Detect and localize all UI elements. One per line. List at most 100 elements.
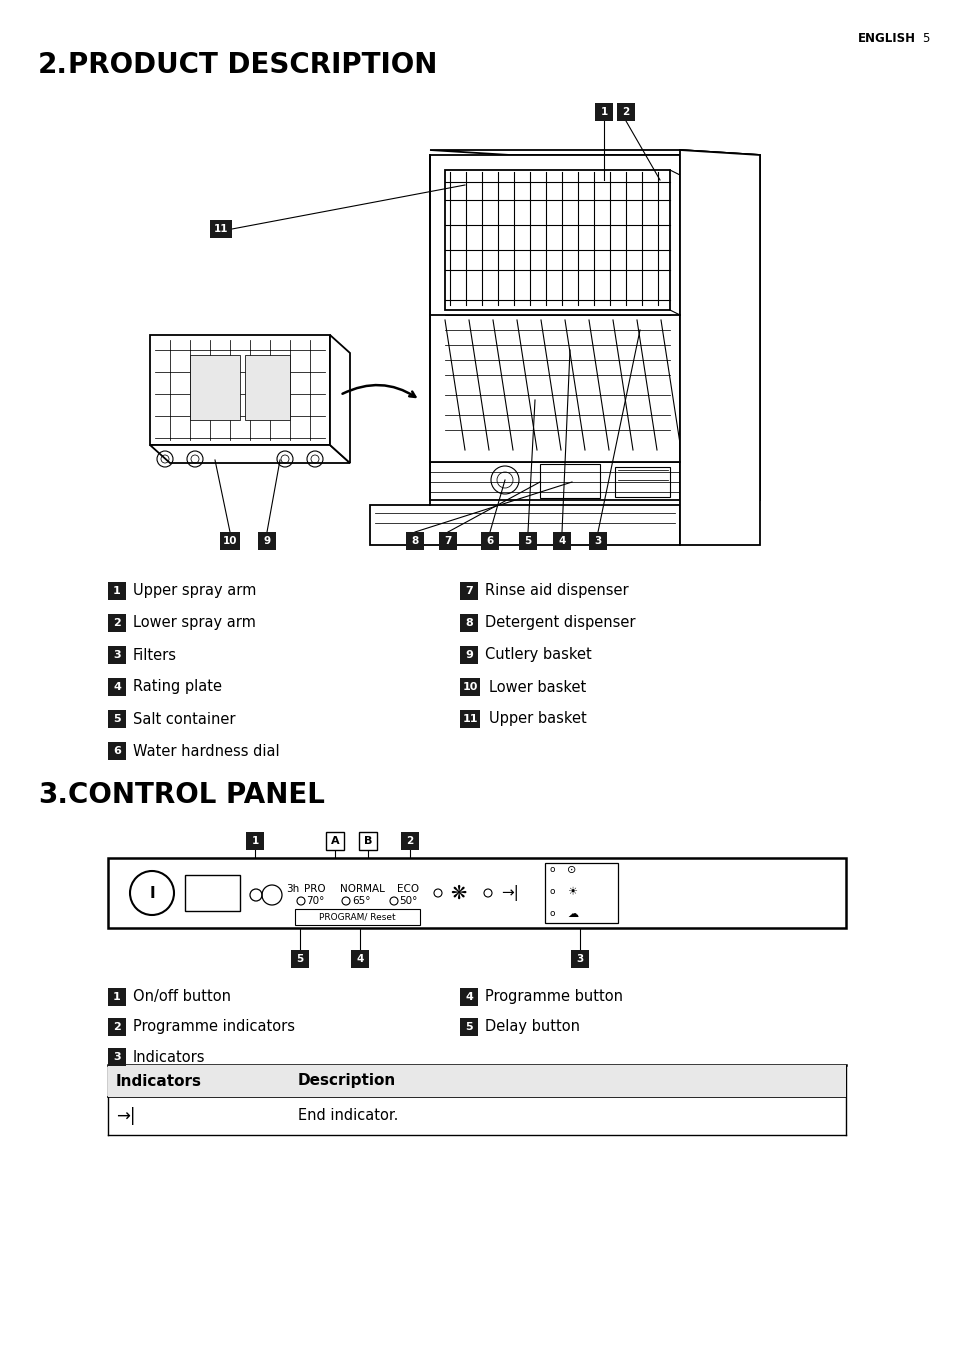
FancyBboxPatch shape — [617, 103, 635, 120]
Text: Lower spray arm: Lower spray arm — [132, 615, 255, 630]
Polygon shape — [190, 356, 240, 420]
Text: 65°: 65° — [353, 896, 371, 906]
FancyBboxPatch shape — [294, 909, 419, 925]
FancyBboxPatch shape — [108, 614, 126, 631]
Text: Indicators: Indicators — [116, 1073, 202, 1088]
FancyBboxPatch shape — [108, 988, 126, 1006]
FancyBboxPatch shape — [400, 831, 418, 850]
Text: Rating plate: Rating plate — [132, 680, 222, 695]
Text: 5: 5 — [524, 535, 531, 546]
Text: 11: 11 — [462, 714, 477, 725]
Text: Rinse aid dispenser: Rinse aid dispenser — [484, 584, 628, 599]
Text: 5: 5 — [922, 31, 929, 45]
Text: On/off button: On/off button — [132, 990, 231, 1005]
Text: CONTROL PANEL: CONTROL PANEL — [68, 781, 325, 808]
FancyBboxPatch shape — [553, 531, 571, 550]
FancyBboxPatch shape — [257, 531, 275, 550]
Text: 5: 5 — [296, 955, 303, 964]
FancyBboxPatch shape — [108, 677, 126, 696]
FancyBboxPatch shape — [351, 950, 369, 968]
FancyBboxPatch shape — [459, 677, 479, 696]
FancyBboxPatch shape — [108, 710, 126, 727]
FancyBboxPatch shape — [480, 531, 498, 550]
Text: NORMAL: NORMAL — [339, 884, 384, 894]
Text: ☁: ☁ — [566, 909, 578, 919]
Text: 4: 4 — [355, 955, 363, 964]
Text: Programme button: Programme button — [484, 990, 622, 1005]
FancyBboxPatch shape — [438, 531, 456, 550]
Text: 2: 2 — [113, 1022, 121, 1032]
Text: Salt container: Salt container — [132, 711, 235, 726]
Text: A: A — [331, 836, 339, 846]
FancyBboxPatch shape — [246, 831, 264, 850]
Polygon shape — [330, 335, 350, 462]
FancyBboxPatch shape — [108, 1018, 126, 1036]
Text: →|: →| — [500, 886, 518, 900]
FancyBboxPatch shape — [210, 220, 232, 238]
FancyBboxPatch shape — [291, 950, 309, 968]
Text: 4: 4 — [113, 681, 121, 692]
Text: PROGRAM/ Reset: PROGRAM/ Reset — [319, 913, 395, 922]
FancyBboxPatch shape — [588, 531, 606, 550]
Polygon shape — [679, 150, 760, 500]
Text: 3: 3 — [113, 650, 121, 660]
Text: 2.: 2. — [38, 51, 68, 78]
Polygon shape — [150, 445, 350, 462]
Text: 8: 8 — [411, 535, 418, 546]
Text: Detergent dispenser: Detergent dispenser — [484, 615, 635, 630]
FancyBboxPatch shape — [459, 710, 479, 727]
Text: Water hardness dial: Water hardness dial — [132, 744, 279, 758]
Text: 5: 5 — [465, 1022, 473, 1032]
Text: 70°: 70° — [306, 896, 324, 906]
Text: Upper basket: Upper basket — [489, 711, 586, 726]
Text: o: o — [550, 865, 555, 875]
Text: Indicators: Indicators — [132, 1049, 205, 1064]
FancyBboxPatch shape — [459, 1018, 477, 1036]
Text: 1: 1 — [251, 836, 258, 846]
Text: 7: 7 — [465, 585, 473, 596]
Text: Programme indicators: Programme indicators — [132, 1019, 294, 1034]
Text: I: I — [149, 886, 154, 900]
Text: 9: 9 — [263, 535, 271, 546]
Text: Upper spray arm: Upper spray arm — [132, 584, 256, 599]
Text: 3.: 3. — [38, 781, 68, 808]
Text: 6: 6 — [486, 535, 493, 546]
Text: PRODUCT DESCRIPTION: PRODUCT DESCRIPTION — [68, 51, 436, 78]
Polygon shape — [430, 150, 760, 155]
Polygon shape — [430, 155, 679, 500]
Text: End indicator.: End indicator. — [297, 1109, 398, 1124]
Text: Delay button: Delay button — [484, 1019, 579, 1034]
FancyBboxPatch shape — [326, 831, 344, 850]
FancyBboxPatch shape — [108, 581, 126, 600]
Text: 11: 11 — [213, 224, 228, 234]
FancyBboxPatch shape — [459, 646, 477, 664]
Text: 7: 7 — [444, 535, 451, 546]
Text: 3h: 3h — [286, 884, 299, 894]
Text: 10: 10 — [222, 535, 237, 546]
Text: 3: 3 — [576, 955, 583, 964]
Text: 3: 3 — [594, 535, 601, 546]
Text: o: o — [550, 887, 555, 896]
FancyBboxPatch shape — [544, 863, 618, 923]
Text: 1: 1 — [113, 585, 121, 596]
FancyBboxPatch shape — [108, 859, 845, 927]
FancyBboxPatch shape — [406, 531, 423, 550]
Text: 8: 8 — [465, 618, 473, 627]
FancyBboxPatch shape — [108, 742, 126, 760]
Text: 9: 9 — [464, 650, 473, 660]
Text: Cutlery basket: Cutlery basket — [484, 648, 591, 662]
FancyBboxPatch shape — [518, 531, 537, 550]
Text: ECO: ECO — [396, 884, 418, 894]
FancyBboxPatch shape — [108, 1048, 126, 1065]
Text: Lower basket: Lower basket — [489, 680, 586, 695]
Text: 50°: 50° — [398, 896, 416, 906]
FancyBboxPatch shape — [358, 831, 376, 850]
Text: ⊙: ⊙ — [566, 865, 576, 875]
Polygon shape — [679, 460, 720, 510]
FancyBboxPatch shape — [108, 646, 126, 664]
Text: o: o — [550, 910, 555, 918]
FancyBboxPatch shape — [220, 531, 240, 550]
Text: 4: 4 — [558, 535, 565, 546]
Text: Description: Description — [297, 1073, 395, 1088]
FancyBboxPatch shape — [459, 988, 477, 1006]
